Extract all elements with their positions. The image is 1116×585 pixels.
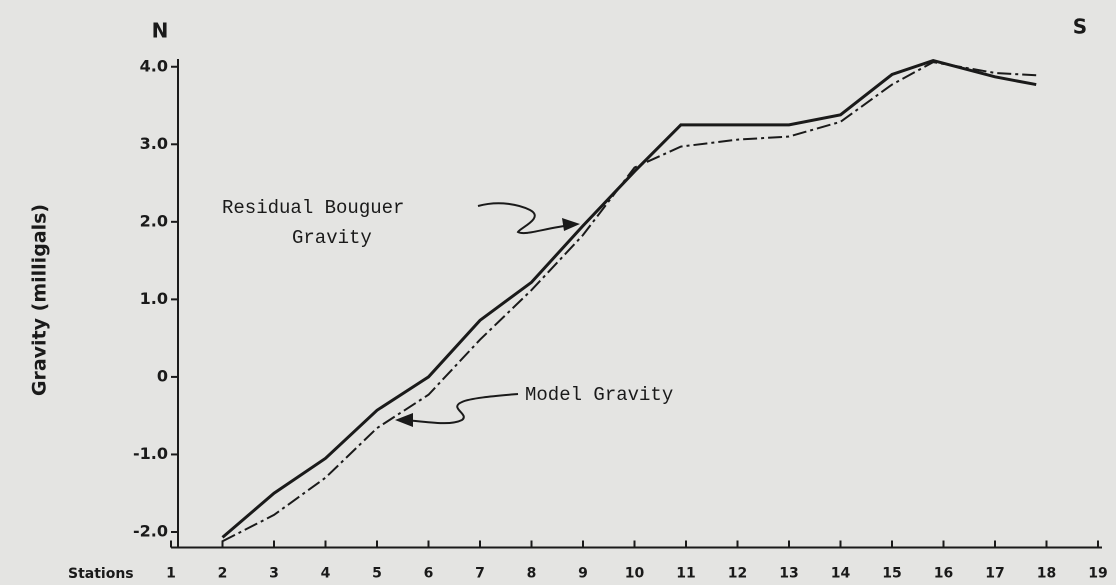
x-tick-label: 6 [424, 566, 434, 582]
x-tick-label: 4 [321, 566, 331, 582]
y-axis-label: Gravity (milligals) [29, 204, 51, 396]
series-line [221, 58, 1037, 539]
x-tick-label: 7 [475, 566, 485, 582]
x-tick-label: 3 [269, 566, 279, 582]
x-tick-label: 8 [527, 566, 537, 582]
y-tick-label: -1.0 [133, 444, 168, 463]
arrowhead [562, 218, 580, 231]
south-label: S [1073, 15, 1087, 39]
arrowhead [395, 413, 413, 427]
x-axis-label: Stations [68, 566, 134, 582]
x-tick-label: 15 [882, 566, 901, 582]
x-tick-label: 16 [934, 566, 953, 582]
x-tick-label: 10 [625, 566, 645, 582]
x-tick-label: 11 [676, 566, 695, 582]
y-tick-label: 0 [157, 366, 168, 385]
x-tick-label: 2 [218, 566, 228, 582]
x-tick-label: 14 [831, 566, 851, 582]
x-tick-label: 19 [1088, 566, 1107, 582]
x-tick-label: 5 [372, 566, 382, 582]
y-tick-label: 2.0 [140, 211, 168, 230]
x-tick-label: 1 [166, 566, 176, 582]
x-tick-label: 18 [1037, 566, 1056, 582]
annotation-pointer [404, 393, 519, 425]
x-tick-label: 13 [779, 566, 798, 582]
north-label: N [152, 19, 169, 43]
annotation-pointer [477, 202, 573, 235]
annotation: Residual Bouguer [222, 197, 404, 219]
x-tick-label: 17 [985, 566, 1004, 582]
annotation: Gravity [292, 227, 372, 249]
y-tick-label: -2.0 [133, 521, 168, 540]
x-tick-label: 9 [578, 566, 588, 582]
y-tick-label: 3.0 [140, 134, 168, 153]
annotation: Model Gravity [525, 384, 673, 406]
x-tick-label: 12 [728, 566, 747, 582]
y-tick-label: 1.0 [140, 289, 168, 308]
y-tick-label: 4.0 [140, 56, 168, 75]
series-line [222, 61, 1037, 543]
